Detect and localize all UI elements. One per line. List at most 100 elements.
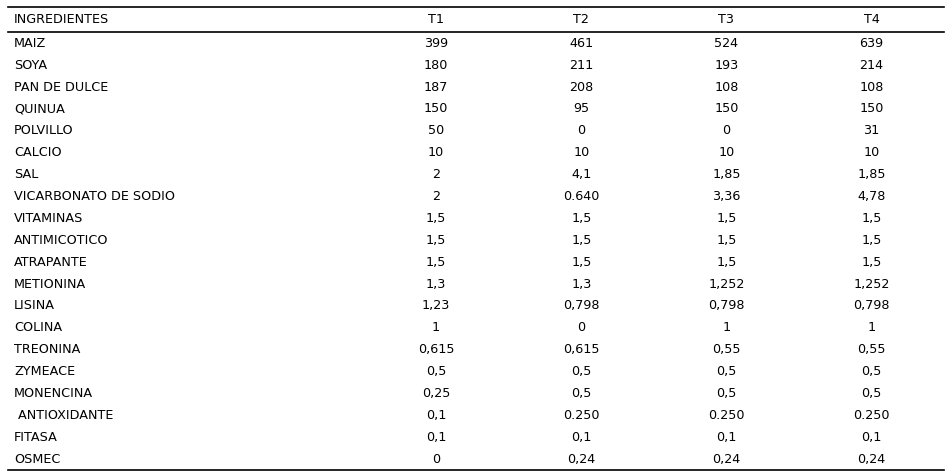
- Text: 1,5: 1,5: [571, 234, 591, 247]
- Text: 150: 150: [715, 102, 738, 116]
- Text: 0,5: 0,5: [716, 365, 736, 378]
- Text: ZYMEACE: ZYMEACE: [14, 365, 75, 378]
- Text: 1,252: 1,252: [708, 278, 745, 291]
- Text: 0.250: 0.250: [853, 409, 890, 422]
- Text: 0,5: 0,5: [426, 365, 446, 378]
- Text: 10: 10: [864, 146, 880, 159]
- Text: SOYA: SOYA: [14, 59, 47, 72]
- Text: 95: 95: [573, 102, 589, 116]
- Text: ANTIOXIDANTE: ANTIOXIDANTE: [14, 409, 114, 422]
- Text: 2: 2: [432, 190, 440, 203]
- Text: 150: 150: [424, 102, 448, 116]
- Text: 0,5: 0,5: [571, 387, 591, 400]
- Text: 1,5: 1,5: [426, 234, 446, 247]
- Text: 150: 150: [860, 102, 884, 116]
- Text: MAIZ: MAIZ: [14, 37, 47, 50]
- Text: 1,5: 1,5: [862, 234, 882, 247]
- Text: 0,5: 0,5: [716, 387, 736, 400]
- Text: 211: 211: [569, 59, 593, 72]
- Text: 1: 1: [432, 321, 440, 334]
- Text: FITASA: FITASA: [14, 431, 58, 444]
- Text: 0: 0: [577, 321, 586, 334]
- Text: 1,85: 1,85: [857, 168, 886, 181]
- Text: OSMEC: OSMEC: [14, 453, 61, 466]
- Text: 193: 193: [715, 59, 738, 72]
- Text: 0,24: 0,24: [568, 453, 595, 466]
- Text: PAN DE DULCE: PAN DE DULCE: [14, 81, 108, 93]
- Text: 1,5: 1,5: [571, 255, 591, 269]
- Text: T4: T4: [864, 13, 880, 26]
- Text: 1,5: 1,5: [426, 212, 446, 225]
- Text: 1,5: 1,5: [716, 234, 736, 247]
- Text: T1: T1: [428, 13, 444, 26]
- Text: 0: 0: [722, 124, 731, 137]
- Text: 0,615: 0,615: [563, 343, 600, 356]
- Text: 1,23: 1,23: [422, 300, 451, 312]
- Text: 208: 208: [569, 81, 593, 93]
- Text: 0,24: 0,24: [858, 453, 885, 466]
- Text: 1,5: 1,5: [716, 212, 736, 225]
- Text: 0,25: 0,25: [422, 387, 451, 400]
- Text: 108: 108: [860, 81, 884, 93]
- Text: 0,798: 0,798: [563, 300, 600, 312]
- Text: POLVILLO: POLVILLO: [14, 124, 74, 137]
- Text: 0: 0: [432, 453, 440, 466]
- Text: 214: 214: [860, 59, 884, 72]
- Text: 0,1: 0,1: [426, 431, 446, 444]
- Text: 1,5: 1,5: [862, 212, 882, 225]
- Text: METIONINA: METIONINA: [14, 278, 86, 291]
- Text: QUINUA: QUINUA: [14, 102, 65, 116]
- Text: 0,615: 0,615: [418, 343, 455, 356]
- Text: 0.250: 0.250: [708, 409, 745, 422]
- Text: 461: 461: [569, 37, 593, 50]
- Text: 1,3: 1,3: [426, 278, 446, 291]
- Text: T2: T2: [573, 13, 589, 26]
- Text: 399: 399: [424, 37, 448, 50]
- Text: 4,78: 4,78: [858, 190, 885, 203]
- Text: T3: T3: [718, 13, 735, 26]
- Text: LISINA: LISINA: [14, 300, 55, 312]
- Text: 0,1: 0,1: [862, 431, 882, 444]
- Text: 0,24: 0,24: [713, 453, 740, 466]
- Text: VICARBONATO DE SODIO: VICARBONATO DE SODIO: [14, 190, 176, 203]
- Text: 639: 639: [860, 37, 884, 50]
- Text: 0,1: 0,1: [571, 431, 591, 444]
- Text: 1,3: 1,3: [571, 278, 591, 291]
- Text: 10: 10: [718, 146, 735, 159]
- Text: 1: 1: [867, 321, 876, 334]
- Text: 187: 187: [424, 81, 448, 93]
- Text: 1,85: 1,85: [713, 168, 741, 181]
- Text: TREONINA: TREONINA: [14, 343, 81, 356]
- Text: 31: 31: [864, 124, 880, 137]
- Text: 0,798: 0,798: [708, 300, 745, 312]
- Text: 3,36: 3,36: [713, 190, 740, 203]
- Text: 0,5: 0,5: [862, 365, 882, 378]
- Text: SAL: SAL: [14, 168, 39, 181]
- Text: 4,1: 4,1: [571, 168, 591, 181]
- Text: COLINA: COLINA: [14, 321, 63, 334]
- Text: MONENCINA: MONENCINA: [14, 387, 93, 400]
- Text: 0,1: 0,1: [716, 431, 736, 444]
- Text: 2: 2: [432, 168, 440, 181]
- Text: 0,5: 0,5: [862, 387, 882, 400]
- Text: 1,5: 1,5: [716, 255, 736, 269]
- Text: 10: 10: [573, 146, 589, 159]
- Text: 0,55: 0,55: [713, 343, 741, 356]
- Text: ANTIMICOTICO: ANTIMICOTICO: [14, 234, 109, 247]
- Text: CALCIO: CALCIO: [14, 146, 62, 159]
- Text: 524: 524: [715, 37, 738, 50]
- Text: 1,5: 1,5: [571, 212, 591, 225]
- Text: VITAMINAS: VITAMINAS: [14, 212, 84, 225]
- Text: 180: 180: [424, 59, 448, 72]
- Text: 1: 1: [722, 321, 731, 334]
- Text: 1,5: 1,5: [426, 255, 446, 269]
- Text: 0,798: 0,798: [853, 300, 890, 312]
- Text: 0.250: 0.250: [563, 409, 600, 422]
- Text: 1,5: 1,5: [862, 255, 882, 269]
- Text: 0,5: 0,5: [571, 365, 591, 378]
- Text: 108: 108: [715, 81, 738, 93]
- Text: INGREDIENTES: INGREDIENTES: [14, 13, 109, 26]
- Text: 0: 0: [577, 124, 586, 137]
- Text: 10: 10: [428, 146, 444, 159]
- Text: 1,252: 1,252: [853, 278, 890, 291]
